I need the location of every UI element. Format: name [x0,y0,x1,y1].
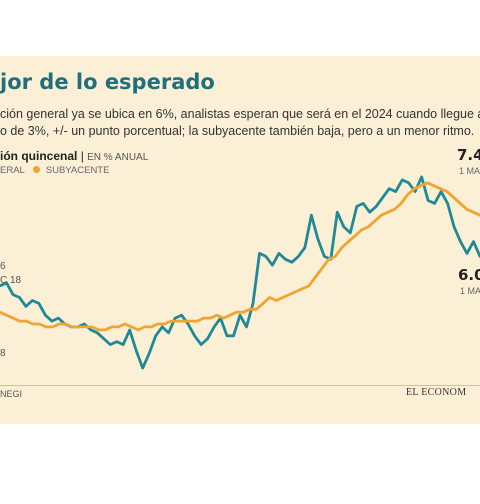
subtitle: ción general ya se ubica en 6%, analista… [0,106,480,140]
footer-rule [0,385,480,386]
line-chart [0,175,480,370]
brand-logo-text: EL ECONOM [406,387,467,398]
left-value-upper: 6 [0,261,6,272]
left-date-upper: C 18 [0,275,22,286]
chart-title: ión quincenal [0,149,78,163]
chart-card: jor de lo esperado ción general ya se ub… [0,56,480,424]
series-line-general [0,175,480,370]
legend-subyacente-dot [33,166,41,174]
subtitle-line-1: ción general ya se ubica en 6%, analista… [0,107,480,121]
callout-bottom-date: 1 MAY [460,286,480,296]
chart-unit: EN % ANUAL [87,152,149,163]
chart-header: ión quincenal | EN % ANUAL [0,149,148,163]
headline: jor de lo esperado [0,70,215,94]
chart-divider: | [80,149,88,163]
callout-top-date: 1 MAY [459,166,480,176]
left-value-lower: 8 [0,348,6,359]
legend: ERAL SUBYACENTE [0,165,109,176]
callout-bottom-value: 6.0 [458,266,480,284]
subtitle-line-2: o de 3%, +/- un punto porcentual; la sub… [0,124,475,138]
source-text: NEGI [0,389,23,399]
callout-top-value: 7.4 [457,146,480,164]
legend-general-label: ERAL [0,165,25,176]
series-line-subyacente [0,181,480,332]
legend-subyacente-label: SUBYACENTE [45,165,110,176]
